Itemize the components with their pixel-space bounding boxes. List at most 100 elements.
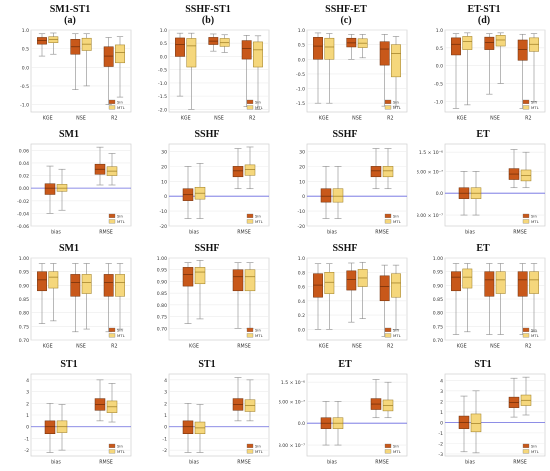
- box-mtl: [382, 166, 394, 178]
- y-tick-label: -1: [162, 436, 167, 442]
- box-sin: [37, 271, 47, 292]
- x-tick-label: R2: [525, 344, 531, 350]
- box-mtl: [48, 271, 59, 289]
- legend-swatch-mtl: [522, 105, 530, 110]
- panel-label: SSHF: [194, 243, 220, 254]
- legend-swatch-mtl: [522, 449, 530, 454]
- x-tick-label: RMSE: [375, 230, 389, 236]
- legend-label-mtl: MTL: [255, 333, 264, 338]
- box-mtl: [324, 37, 335, 60]
- box-sin: [103, 46, 114, 67]
- x-tick-label: NSE: [490, 344, 500, 350]
- box-sin: [70, 274, 81, 297]
- y-tick-label: 0.0: [160, 54, 167, 60]
- y-tick-label: -1: [438, 431, 443, 437]
- legend-swatch-mtl: [522, 219, 530, 224]
- box-sin: [37, 37, 47, 45]
- plot-area: [168, 29, 270, 113]
- y-tick-label: 0.5: [22, 47, 29, 53]
- panel-label: SM1: [59, 129, 79, 140]
- legend-label-mtl: MTL: [255, 105, 264, 110]
- panel-label: ET: [338, 359, 352, 370]
- box-sin: [451, 37, 461, 56]
- y-tick-label: -1.0: [434, 99, 443, 105]
- y-tick-label: -10: [297, 209, 305, 215]
- y-tick-label: 0.75: [157, 315, 167, 321]
- y-tick-label: -1.0: [158, 81, 167, 87]
- legend-swatch-sin: [246, 327, 254, 332]
- panel-label: ET: [476, 243, 490, 254]
- legend-swatch-mtl: [108, 219, 116, 224]
- plot-area: [30, 29, 132, 113]
- boxplot-panel-1-0: -0.06 -0.04 -0.02 0.00 0.02 0.04 0.06 bias RMSE S…: [17, 143, 132, 236]
- y-tick-label: 3: [26, 390, 29, 396]
- y-tick-label: 0.5: [436, 46, 443, 52]
- legend-swatch-mtl: [246, 333, 254, 338]
- box-sin: [103, 274, 114, 297]
- box-sin: [44, 183, 56, 195]
- y-tick-label: 0.95: [433, 270, 443, 276]
- y-tick-label: 1.0: [160, 28, 167, 34]
- y-tick-label: -2.0: [158, 107, 167, 113]
- x-tick-label: bias: [51, 460, 61, 466]
- x-tick-label: RMSE: [237, 344, 251, 350]
- boxplot-panel-2-0: 0.70 0.75 0.80 0.85 0.90 0.95 1.00 KGE NSE R2 SinM…: [19, 256, 132, 350]
- x-tick-label: R2: [111, 344, 117, 350]
- y-tick-label: 1.0: [298, 28, 305, 34]
- legend-label-sin: Sin: [393, 443, 399, 448]
- y-tick-label: 0.8: [298, 270, 305, 276]
- x-tick-label: NSE: [352, 344, 362, 350]
- box-mtl: [529, 37, 539, 52]
- legend-label-mtl: MTL: [255, 449, 264, 454]
- x-tick-label: bias: [327, 460, 337, 466]
- legend-swatch-mtl: [384, 219, 392, 224]
- y-tick-label: 1.0: [298, 256, 305, 262]
- column-letter-b: (b): [201, 15, 215, 26]
- y-tick-label: 30: [161, 149, 167, 155]
- column-letter-a: (a): [64, 15, 76, 26]
- box-sin: [175, 37, 185, 57]
- y-tick-label: 0.02: [19, 174, 29, 180]
- box-mtl: [324, 272, 335, 294]
- panel-label: SSHF: [332, 243, 358, 254]
- y-tick-label: 3: [164, 390, 167, 396]
- legend-label-mtl: MTL: [393, 219, 402, 224]
- x-tick-label: KGE: [43, 344, 53, 350]
- box-mtl: [495, 271, 506, 294]
- legend-label-sin: Sin: [393, 327, 399, 332]
- legend-label-sin: Sin: [255, 99, 261, 104]
- box-mtl: [244, 164, 256, 176]
- legend-swatch-mtl: [108, 333, 116, 338]
- box-sin: [484, 36, 495, 50]
- y-tick-label: 20: [161, 164, 167, 170]
- x-tick-label: RMSE: [513, 460, 527, 466]
- box-sin: [232, 269, 244, 292]
- y-tick-label: 4: [26, 378, 29, 384]
- panel-label: ST1: [198, 359, 216, 370]
- y-tick-label: -0.5: [434, 81, 443, 87]
- legend-label-mtl: MTL: [531, 219, 540, 224]
- y-tick-label: 0.6: [298, 285, 305, 291]
- y-tick-label: 0.4: [298, 299, 305, 305]
- y-tick-label: -2: [438, 441, 443, 447]
- x-tick-label: R2: [525, 116, 531, 122]
- y-tick-label: 0.70: [433, 338, 443, 344]
- box-mtl: [391, 44, 401, 78]
- y-tick-label: 0.95: [19, 270, 29, 276]
- y-tick-label: 1.00: [157, 256, 167, 262]
- column-title-b: SSHF-ST1: [185, 4, 231, 15]
- y-tick-label: 2: [440, 399, 443, 405]
- legend-label-mtl: MTL: [531, 449, 540, 454]
- y-tick-label: -0.06: [17, 224, 29, 230]
- y-tick-label: 4: [164, 378, 167, 384]
- legend-label-mtl: MTL: [117, 449, 126, 454]
- y-tick-label: -0.04: [17, 211, 29, 217]
- legend-swatch-mtl: [522, 333, 530, 338]
- x-tick-label: KGE: [181, 116, 191, 122]
- y-tick-label: -10: [159, 209, 167, 215]
- panel-label: SM1: [59, 243, 79, 254]
